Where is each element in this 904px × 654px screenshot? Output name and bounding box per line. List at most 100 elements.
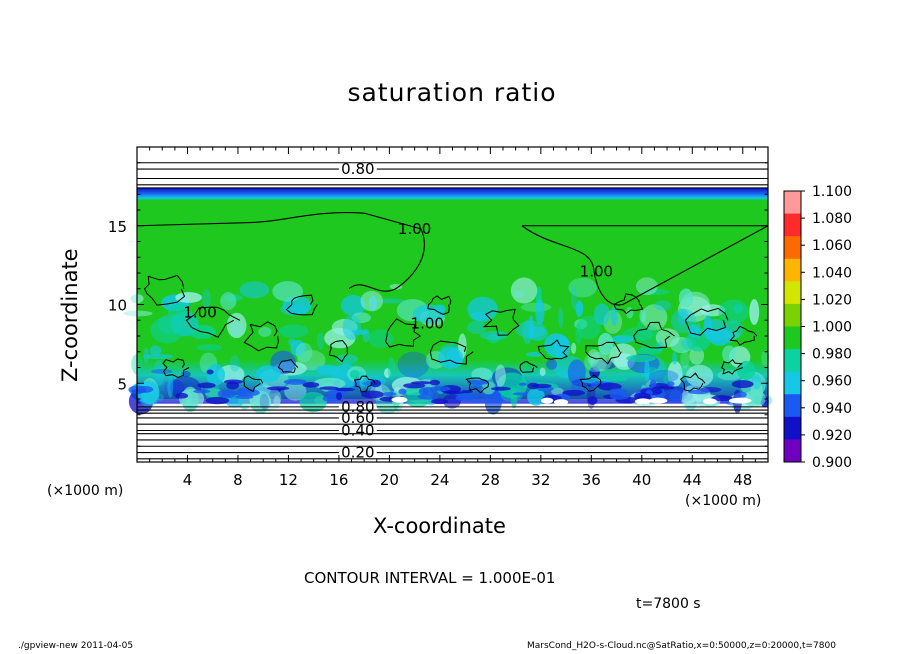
- saturation-field: [123, 147, 773, 462]
- contour-turbulent: [729, 325, 758, 346]
- colorbar-label: 1.100: [812, 184, 852, 200]
- cloud-base-streak: [666, 381, 675, 387]
- turbulence-patch: [206, 364, 225, 386]
- contour-turbulent: [353, 375, 376, 393]
- colorbar-label: 1.040: [812, 265, 852, 281]
- colorbar-segment: [784, 213, 801, 237]
- turbulence-patch: [654, 300, 671, 311]
- turbulence-patch: [558, 307, 564, 329]
- turbulence-patch: [636, 347, 663, 355]
- cloud-base-streak: [403, 382, 426, 389]
- turbulence-patch: [479, 330, 509, 341]
- chart-title: saturation ratio: [347, 78, 557, 107]
- turbulence-patch: [672, 352, 678, 365]
- turbulence-patch: [648, 369, 679, 383]
- turbulence-patch: [667, 360, 683, 388]
- colorbar-label: 1.080: [812, 211, 852, 227]
- colorbar-label: 0.980: [812, 347, 852, 363]
- turbulence-patch: [637, 320, 643, 329]
- cloud-base-streak: [335, 387, 355, 392]
- contour-turbulent: [385, 318, 421, 348]
- turbulence-patch: [640, 288, 670, 295]
- colorbar-label: 1.000: [812, 320, 852, 336]
- cloud-base-streak: [266, 386, 290, 391]
- turbulence-patch: [551, 387, 564, 396]
- cloud-base-streak: [490, 386, 511, 391]
- colorbar-segment: [784, 281, 801, 305]
- colorbar-segment: [784, 326, 801, 350]
- x-axis-label: X-coordinate: [373, 514, 506, 538]
- contour-label: 1.00: [398, 220, 431, 238]
- turbulence-patch: [316, 332, 325, 350]
- turbulence-patch: [272, 281, 304, 302]
- turbulence-patch: [239, 281, 270, 299]
- turbulence-patch: [295, 342, 313, 363]
- turbulence-patch: [149, 345, 162, 356]
- turbulence-patch: [481, 381, 496, 395]
- turbulence-patch: [587, 348, 600, 366]
- turbulence-patch: [668, 390, 683, 402]
- turbulence-patch: [535, 298, 545, 325]
- turbulence-patch: [434, 304, 446, 314]
- turbulence-patch: [284, 382, 307, 401]
- contour-turbulent: [465, 377, 490, 394]
- x-unit-left: (×1000 m): [47, 483, 124, 499]
- cloud-base-streak: [731, 380, 754, 389]
- colorbar-label: 1.020: [812, 292, 852, 308]
- contour-turbulent: [585, 341, 622, 365]
- turbulence-patch: [525, 351, 544, 358]
- turbulence-patch: [313, 377, 346, 390]
- turbulence-patch: [196, 344, 223, 351]
- footer-source: MarsCond_H2O-s-Cloud.nc@SatRatio,x=0:500…: [527, 641, 836, 651]
- dry-hole: [541, 397, 554, 404]
- turbulence-patch: [678, 288, 694, 308]
- turbulence-patch: [680, 350, 690, 369]
- dry-hole: [391, 396, 408, 403]
- contour-turbulent: [679, 372, 706, 392]
- cloud-base-streak: [429, 379, 440, 386]
- x-tick-label: 16: [329, 471, 348, 489]
- turbulence-patch: [737, 360, 756, 380]
- cloud-base-streak: [455, 394, 475, 402]
- turbulence-patch: [622, 327, 654, 341]
- cloud-base-streak: [398, 388, 407, 395]
- cloud-base-streak: [467, 379, 490, 386]
- turbulence-patch: [484, 389, 502, 415]
- turbulence-patch: [377, 298, 405, 304]
- turbulence-patch: [656, 341, 664, 352]
- colorbar-segment: [784, 258, 801, 282]
- turbulence-patch: [574, 318, 588, 330]
- contour-turbulent: [537, 339, 570, 360]
- turbulence-patch: [142, 354, 174, 360]
- turbulence-patch: [229, 355, 240, 372]
- turbulence-patch: [360, 290, 384, 312]
- contour-turbulent: [328, 339, 349, 363]
- cloud-base-streak: [687, 389, 709, 395]
- cloud-base-streak: [461, 389, 473, 394]
- turbulence-patch: [686, 364, 714, 387]
- turbulence-patch: [175, 292, 202, 303]
- turbulence-patch: [299, 391, 327, 413]
- contour-labels: 0.801.001.001.001.000.800.600.400.20: [183, 160, 613, 461]
- colorbar-segment: [784, 303, 801, 327]
- x-tick-label: 40: [632, 471, 651, 489]
- cloud-base-streak: [283, 378, 307, 385]
- turbulence-patch: [151, 369, 173, 374]
- turbulence-patch: [593, 303, 610, 326]
- turbulence-patch: [610, 305, 618, 327]
- cloud-base-streak: [649, 379, 657, 388]
- cloud-base-streak: [711, 395, 733, 402]
- turbulence-patch: [570, 286, 577, 310]
- turbulence-patch: [150, 316, 184, 344]
- cloud-base-streak: [633, 392, 651, 400]
- contour-turbulent: [243, 375, 264, 392]
- cloud-base-streak: [361, 390, 384, 399]
- turbulence-patch: [592, 359, 617, 370]
- turbulence-patch: [181, 386, 199, 413]
- x-tick-label: 48: [733, 471, 752, 489]
- cloud-base-streak: [370, 379, 382, 388]
- turbulence-patch: [749, 299, 760, 325]
- y-tick-label: 15: [108, 218, 127, 236]
- turbulence-patch: [167, 374, 174, 398]
- cloud-base-streak: [429, 386, 451, 392]
